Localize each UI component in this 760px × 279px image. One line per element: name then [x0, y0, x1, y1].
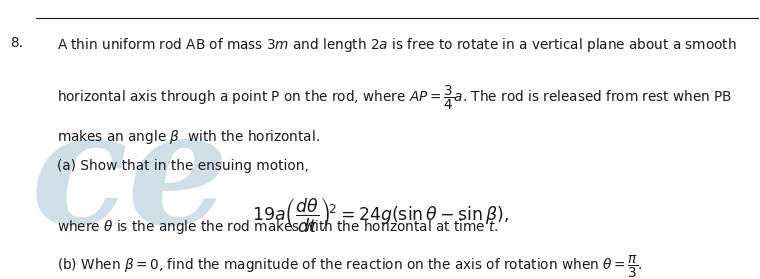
Text: $19a\left(\dfrac{d\theta}{dt}\right)^{\!2} = 24g(\sin\theta - \sin\beta),$: $19a\left(\dfrac{d\theta}{dt}\right)^{\!… [252, 195, 508, 234]
Text: where $\theta$ is the angle the rod makes with the horizontal at time $t$.: where $\theta$ is the angle the rod make… [57, 218, 499, 236]
Text: 8.: 8. [10, 36, 23, 50]
Text: (a) Show that in the ensuing motion,: (a) Show that in the ensuing motion, [57, 159, 309, 173]
Text: horizontal axis through a point P on the rod, where $AP = \dfrac{3}{4}a$. The ro: horizontal axis through a point P on the… [57, 84, 733, 112]
Text: A thin uniform rod AB of mass $3m$ and length $2a$ is free to rotate in a vertic: A thin uniform rod AB of mass $3m$ and l… [57, 36, 736, 54]
Text: (b) When $\beta = 0$, find the magnitude of the reaction on the axis of rotation: (b) When $\beta = 0$, find the magnitude… [57, 254, 643, 279]
Text: makes an angle $\beta$  with the horizontal.: makes an angle $\beta$ with the horizont… [57, 128, 320, 146]
Text: ce: ce [30, 103, 230, 257]
